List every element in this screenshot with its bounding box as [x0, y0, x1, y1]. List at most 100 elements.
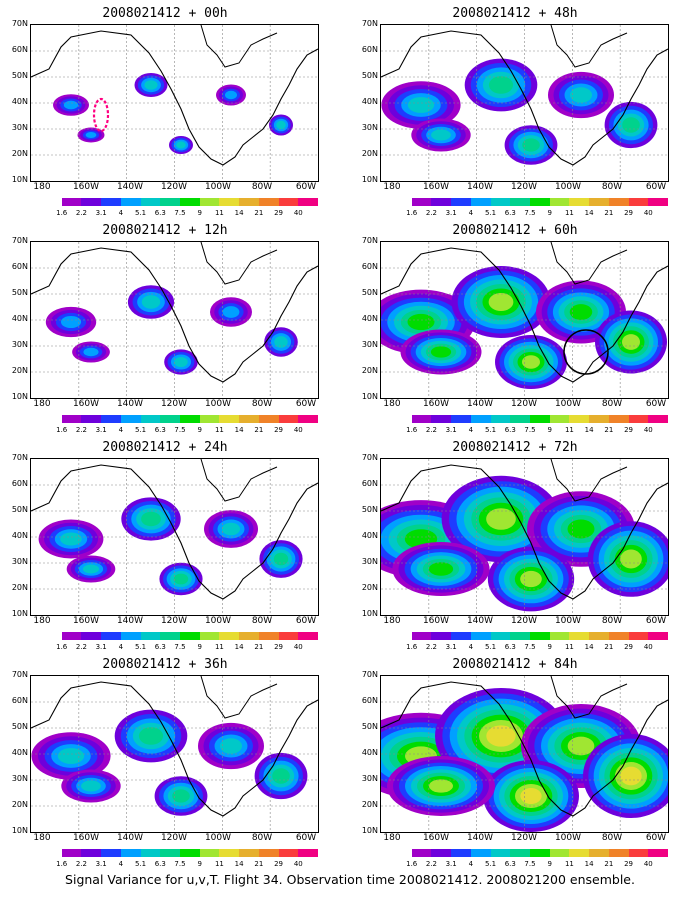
colorbar-swatch — [81, 632, 102, 640]
colorbar-swatch — [278, 632, 299, 640]
lon-label: 60W — [295, 182, 317, 192]
lat-label: 10N — [11, 392, 28, 401]
lon-label: 180 — [33, 399, 51, 409]
lon-label: 100W — [204, 399, 232, 409]
lat-label: 10N — [361, 609, 378, 618]
colorbar-label: 5.1 — [134, 209, 147, 217]
colorbar-swatch — [490, 198, 511, 206]
variance-contour — [144, 80, 158, 90]
map-frame — [380, 458, 669, 616]
colorbar-label: 9 — [547, 643, 552, 651]
colorbar-swatch — [298, 198, 319, 206]
lat-label: 70N — [361, 670, 378, 679]
colorbar-swatch — [120, 632, 141, 640]
colorbar-label: 9 — [197, 860, 202, 868]
colorbar-label: 2.2 — [75, 426, 87, 434]
colorbar-label: 2.2 — [75, 860, 87, 868]
lat-label: 60N — [11, 696, 28, 705]
lat-label: 70N — [361, 19, 378, 28]
lat-label: 40N — [11, 97, 28, 106]
map-panel-48h: 2008021412 + 48h 70N 60N 50N 40N 30N 20N 10N 180… — [350, 6, 680, 224]
colorbar-swatch — [569, 415, 590, 423]
variance-contour — [173, 573, 189, 585]
coastline — [31, 464, 318, 600]
map-svg — [381, 242, 668, 398]
colorbar-swatch — [451, 198, 471, 206]
colorbar-swatch — [451, 849, 471, 857]
colorbar-label: 29 — [624, 209, 634, 217]
variance-contour — [276, 120, 286, 130]
lat-label: 60N — [361, 262, 378, 271]
panel-title: 2008021412 + 24h — [102, 440, 228, 455]
lon-label: 60W — [645, 182, 667, 192]
colorbar-label: 21 — [254, 209, 264, 217]
colorbar-swatch — [180, 198, 200, 206]
colorbar — [42, 632, 319, 640]
map-frame — [30, 675, 319, 833]
colorbar-swatch — [160, 198, 181, 206]
variance-contour — [522, 355, 540, 369]
colorbar-label: 4 — [118, 209, 124, 217]
lat-label: 20N — [361, 583, 378, 592]
colorbar-label: 29 — [624, 643, 634, 651]
coastline — [381, 681, 668, 817]
colorbar-swatch — [628, 849, 649, 857]
map-panel-72h: 2008021412 + 72h 70N 60N 50N 40N 30N 20N 10N 180… — [350, 440, 680, 658]
variance-contour — [274, 336, 288, 348]
variance-contour — [567, 519, 595, 539]
lat-label: 20N — [11, 366, 28, 375]
panel-title: 2008021412 + 12h — [102, 223, 228, 238]
variance-contour — [82, 564, 100, 574]
lat-label: 30N — [11, 774, 28, 783]
colorbar-swatch — [530, 198, 550, 206]
colorbar-label: 11 — [564, 426, 574, 434]
lon-label: 80W — [601, 833, 623, 843]
variance-contour — [486, 508, 516, 530]
colorbar-label: 14 — [234, 860, 244, 868]
variance-contour — [520, 570, 542, 588]
colorbar-label: 21 — [604, 209, 614, 217]
lon-label: 160W — [72, 616, 100, 626]
colorbar-label: 11 — [214, 643, 224, 651]
lon-label: 140W — [116, 399, 144, 409]
variance-contour — [620, 549, 642, 569]
colorbar-label: 14 — [584, 426, 594, 434]
colorbar-swatch — [431, 849, 452, 857]
colorbar-label: 14 — [234, 209, 244, 217]
colorbar-label: 14 — [584, 643, 594, 651]
colorbar-label: 40 — [643, 209, 653, 217]
colorbar-label: 7.5 — [524, 860, 536, 868]
colorbar-swatch — [608, 632, 629, 640]
colorbar-label: 40 — [293, 860, 303, 868]
lon-label: 120W — [510, 399, 538, 409]
colorbar-label: 5.1 — [484, 426, 497, 434]
colorbar-label: 29 — [274, 426, 284, 434]
variance-contour — [172, 789, 190, 803]
variance-contour — [569, 304, 593, 320]
lon-label: 160W — [422, 616, 450, 626]
variance-contour — [57, 748, 85, 764]
colorbar-swatch — [180, 632, 200, 640]
panel-title: 2008021412 + 48h — [452, 6, 578, 21]
colorbar-swatch — [608, 198, 629, 206]
lon-label: 60W — [645, 399, 667, 409]
colorbar-label: 9 — [197, 426, 202, 434]
lon-label: 160W — [422, 833, 450, 843]
colorbar-swatch — [648, 198, 669, 206]
colorbar-swatch — [510, 849, 531, 857]
lon-label: 140W — [116, 616, 144, 626]
colorbar-swatch — [239, 632, 259, 640]
colorbar-label: 6.3 — [504, 860, 516, 868]
colorbar-swatch — [431, 415, 452, 423]
map-svg — [381, 676, 668, 832]
colorbar-label: 1.6 — [56, 209, 68, 217]
variance-contour — [570, 87, 592, 103]
colorbar-swatch — [258, 415, 279, 423]
colorbar-swatch — [470, 632, 491, 640]
lon-label: 80W — [601, 399, 623, 409]
lat-label: 70N — [11, 19, 28, 28]
lon-label: 120W — [160, 399, 188, 409]
colorbar-label: 14 — [584, 209, 594, 217]
colorbar-swatch — [160, 415, 181, 423]
colorbar-label: 40 — [643, 426, 653, 434]
